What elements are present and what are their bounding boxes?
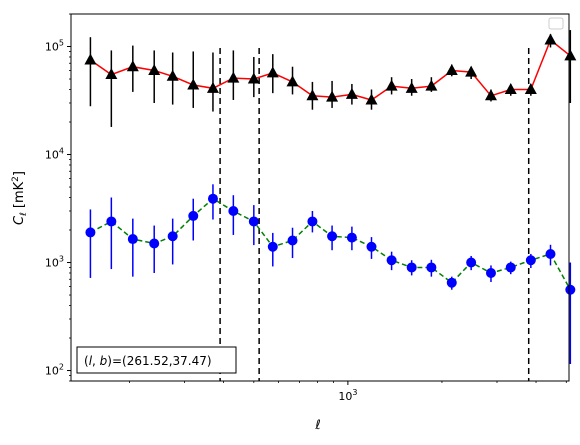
y-tick-label-2: 104 — [45, 147, 64, 162]
series-0 — [84, 30, 577, 127]
series-0-point-14 — [365, 93, 378, 105]
series-0-point-12 — [326, 90, 339, 102]
series-1-point-20 — [485, 267, 496, 278]
series-1-point-10 — [287, 235, 298, 246]
axes-layer: 102 103 104 105 103 — [45, 13, 567, 403]
series-0-point-7 — [227, 71, 240, 83]
series-1-point-15 — [386, 255, 397, 266]
vertical-lines — [219, 48, 530, 381]
series-0-point-9 — [266, 66, 279, 78]
series-1-point-13 — [346, 232, 357, 243]
series-0-point-22 — [524, 82, 537, 94]
series-0-point-10 — [286, 75, 299, 87]
series-1-point-18 — [446, 277, 457, 288]
series-1-point-14 — [366, 241, 377, 252]
series-1-point-4 — [167, 231, 178, 242]
y-tick-label-0: 102 — [45, 363, 64, 378]
series-0-point-3 — [148, 63, 161, 75]
series-0-point-8 — [247, 72, 260, 84]
series-0-point-23 — [544, 33, 557, 45]
annotation-value: =(261.52,37.47) — [112, 354, 212, 368]
legend-box — [548, 17, 564, 30]
series-1-point-8 — [248, 216, 259, 227]
series-0-point-24 — [564, 49, 577, 61]
series-1-point-23 — [545, 248, 556, 259]
series-1-point-16 — [406, 262, 417, 273]
series-1-point-7 — [228, 205, 239, 216]
series-1-point-9 — [267, 241, 278, 252]
series-layer — [84, 30, 577, 364]
series-0-point-21 — [504, 82, 517, 94]
x-axis-label: ℓ — [314, 418, 320, 433]
series-0-point-13 — [345, 87, 358, 99]
series-0-point-18 — [445, 63, 458, 75]
series-0-point-5 — [187, 78, 200, 90]
series-1-point-6 — [207, 193, 218, 204]
series-0-point-4 — [166, 69, 179, 81]
series-0-point-6 — [206, 81, 219, 93]
series-0-point-15 — [385, 79, 398, 91]
series-0-point-19 — [465, 65, 478, 77]
series-1-point-5 — [188, 210, 199, 221]
x-tick-label-0: 103 — [338, 388, 357, 403]
series-0-point-2 — [126, 60, 139, 72]
series-1-point-17 — [426, 262, 437, 273]
series-1 — [85, 184, 576, 364]
annotation-box: (l, b)=(261.52,37.47) — [76, 346, 237, 374]
series-1-point-2 — [127, 234, 138, 245]
y-tick-label-3: 105 — [45, 39, 64, 54]
series-0-point-1 — [105, 68, 118, 80]
series-0-point-17 — [425, 79, 438, 91]
series-0-point-20 — [484, 89, 497, 101]
series-1-point-0 — [85, 227, 96, 238]
annotation-frame — [76, 346, 237, 374]
series-1-point-3 — [149, 238, 160, 249]
series-1-point-12 — [327, 231, 338, 242]
series-1-point-1 — [106, 216, 117, 227]
y-axis-label: Cℓ [mK2] — [11, 171, 29, 225]
series-0-point-11 — [306, 89, 319, 101]
series-0-point-16 — [405, 81, 418, 93]
series-1-point-22 — [525, 255, 536, 266]
series-0-point-0 — [84, 53, 97, 65]
series-1-point-24 — [565, 284, 576, 295]
annotation-text: (l, b)=(261.52,37.47) — [84, 354, 212, 368]
series-1-point-19 — [466, 257, 477, 268]
series-1-point-11 — [307, 216, 318, 227]
series-1-point-21 — [505, 262, 516, 273]
y-tick-label-1: 103 — [45, 255, 64, 270]
